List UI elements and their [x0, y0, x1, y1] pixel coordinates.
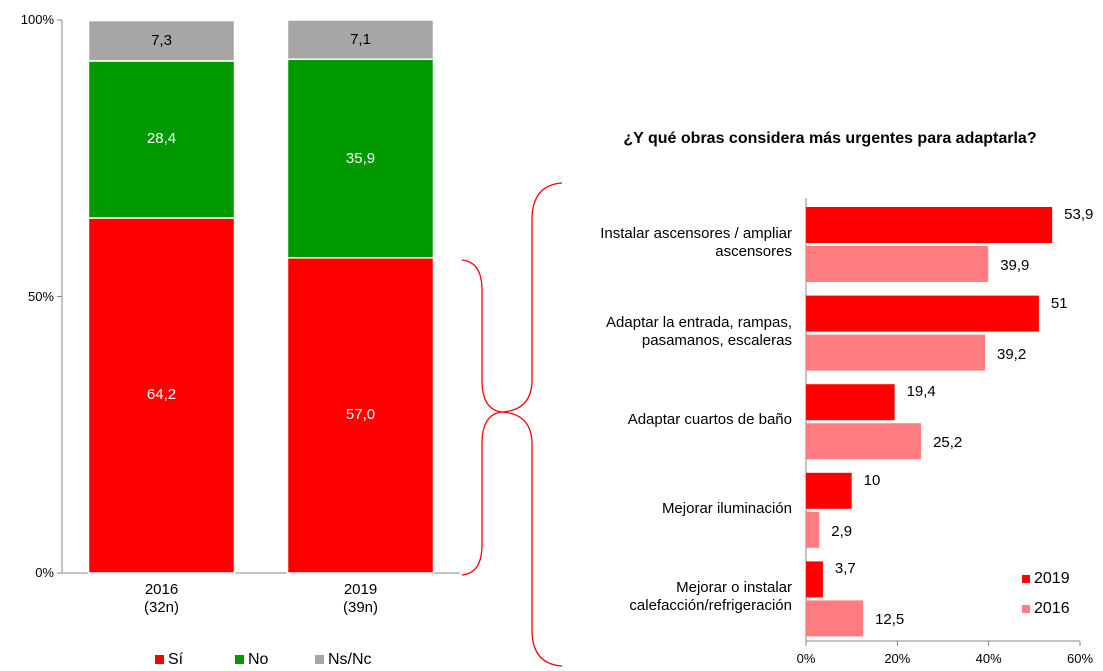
bar-segment — [87, 217, 236, 574]
data-label: 7,3 — [151, 31, 172, 49]
data-label: 25,2 — [933, 434, 963, 452]
legend-label: Sí — [168, 651, 184, 668]
legend-swatch — [235, 655, 244, 664]
legend-label: Ns/Nc — [328, 651, 372, 668]
data-label: 51 — [1050, 294, 1068, 312]
x-tick-label: 2019 (39n) — [342, 581, 379, 616]
y-tick-label: Instalar ascensores / ampliar ascensores — [600, 225, 792, 260]
bar — [806, 207, 1053, 243]
data-label: 12,5 — [875, 611, 905, 629]
x-tick-label: 2016 (32n) — [143, 581, 180, 616]
legend-swatch — [1022, 575, 1030, 583]
data-label: 64,2 — [146, 386, 177, 404]
data-label: 10 — [863, 471, 881, 489]
legend-swatch — [1022, 605, 1030, 613]
x-tick-label: 0% — [796, 651, 816, 666]
bar — [806, 561, 823, 598]
data-label: 57,0 — [345, 406, 376, 424]
legend-label: 2019 — [1034, 570, 1070, 587]
y-tick-label: Adaptar la entrada, rampas, pasamanos, e… — [606, 313, 792, 349]
y-tick-label: Mejorar o instalar calefacción/refrigera… — [629, 579, 792, 615]
bar-segment — [286, 19, 435, 61]
y-tick-label: Mejorar iluminación — [661, 499, 792, 517]
legend-label: No — [248, 651, 269, 668]
chart-title: ¿Y qué obras considera más urgentes para… — [623, 130, 1037, 147]
data-label: 2,9 — [831, 522, 853, 540]
y-tick-label: 0% — [35, 565, 54, 580]
brace — [501, 182, 563, 667]
y-tick-label: 50% — [27, 288, 54, 304]
x-tick-label: 20% — [884, 651, 911, 666]
bar — [806, 334, 986, 371]
bar — [806, 384, 895, 421]
bar-segment — [87, 19, 236, 62]
bar — [806, 246, 989, 282]
y-tick-label: 100% — [20, 12, 54, 27]
data-label: 39,9 — [1000, 257, 1030, 274]
data-label: 19,4 — [906, 383, 936, 401]
bar — [806, 423, 922, 460]
x-tick-label: 60% — [1066, 651, 1094, 666]
data-label: 35,9 — [345, 149, 376, 167]
data-label: 28,4 — [146, 130, 177, 148]
data-label: 39,2 — [997, 345, 1027, 363]
legend-swatch — [315, 655, 324, 664]
y-tick-label: Adaptar cuartos de baño — [627, 411, 792, 429]
data-label: 53,9 — [1064, 206, 1094, 223]
bar — [806, 600, 864, 637]
legend-label: 2016 — [1034, 600, 1070, 617]
data-label: 3,7 — [834, 560, 856, 578]
legend-swatch — [155, 655, 164, 664]
bar — [806, 295, 1039, 332]
bar — [806, 511, 820, 548]
bar-segment — [87, 60, 236, 219]
brace — [461, 259, 503, 576]
data-label: 7,1 — [350, 30, 371, 48]
x-tick-label: 40% — [975, 651, 1002, 666]
bar — [806, 472, 852, 509]
